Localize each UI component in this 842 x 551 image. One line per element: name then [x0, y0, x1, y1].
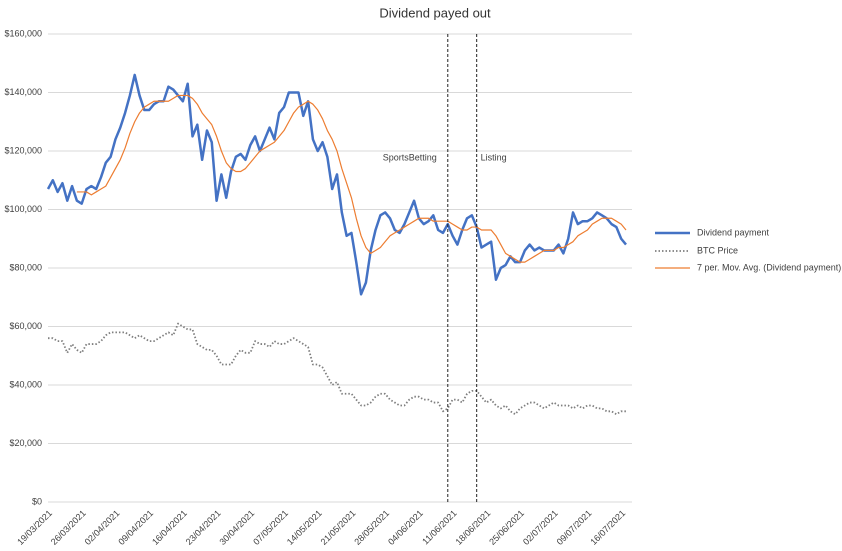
y-tick-label: $120,000	[4, 145, 42, 155]
y-tick-label: $80,000	[9, 262, 42, 272]
y-tick-label: $0	[32, 496, 42, 506]
series-line	[76, 94, 627, 263]
legend-label: BTC Price	[697, 245, 738, 255]
y-tick-label: $60,000	[9, 321, 42, 331]
series-line	[48, 322, 626, 416]
y-tick-label: $100,000	[4, 204, 42, 214]
y-tick-label: $20,000	[9, 438, 42, 448]
legend-label: 7 per. Mov. Avg. (Dividend payment)	[697, 262, 841, 272]
series-line	[46, 73, 627, 296]
chart-title: Dividend payed out	[379, 5, 491, 20]
y-tick-label: $140,000	[4, 87, 42, 97]
event-label: Listing	[481, 152, 507, 162]
event-label: SportsBetting	[383, 152, 437, 162]
legend-label: Dividend payment	[697, 227, 770, 237]
y-tick-label: $160,000	[4, 28, 42, 38]
y-tick-label: $40,000	[9, 379, 42, 389]
